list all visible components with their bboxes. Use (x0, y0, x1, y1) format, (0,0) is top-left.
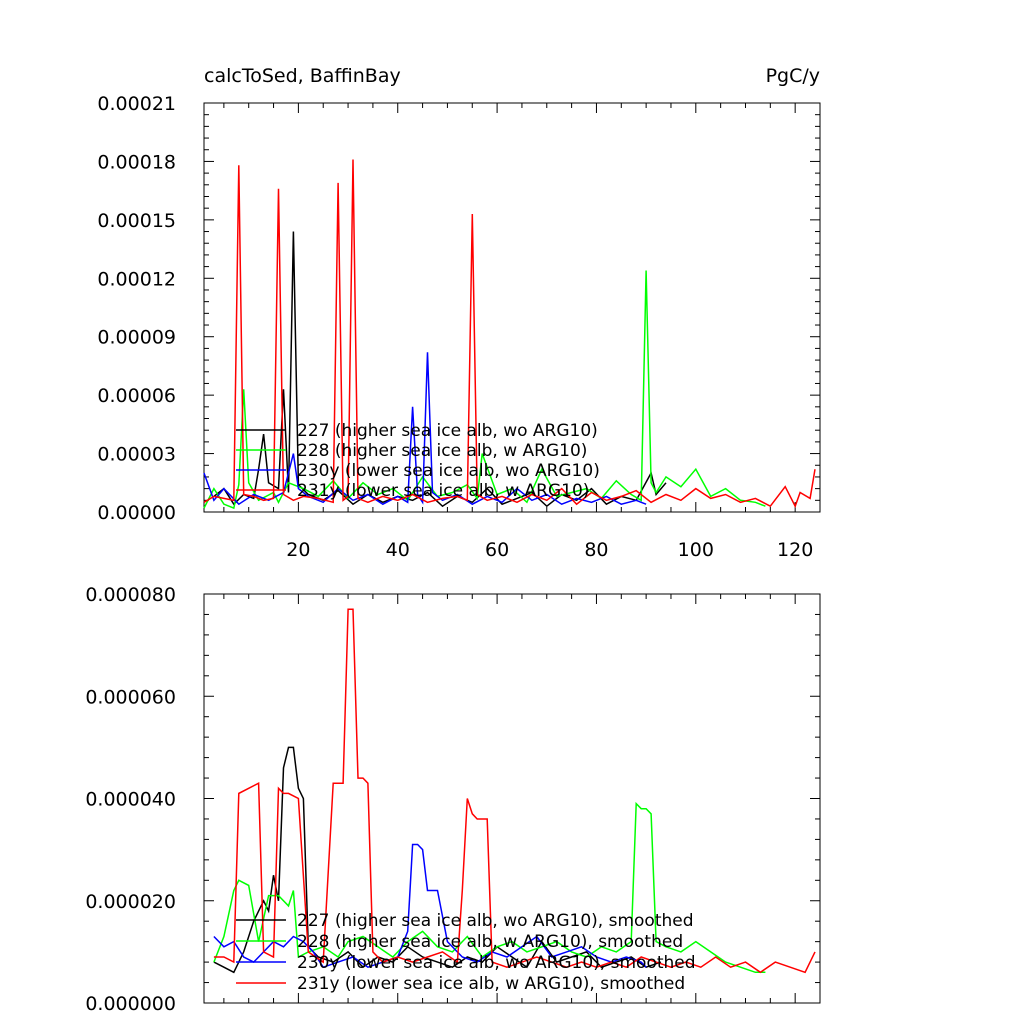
series-line-228 (213, 801, 766, 974)
x-tick-label: 60 (485, 539, 509, 561)
series-line-228 (203, 270, 766, 510)
legend-label: 228 (higher sea ice alb, w ARG10) (297, 441, 587, 461)
legend-label: 231y (lower sea ice alb, w ARG10) (297, 481, 589, 501)
units-label: PgC/y (766, 65, 820, 87)
y-tick-label: 0.000000 (85, 993, 176, 1015)
x-tick-label: 80 (584, 539, 608, 561)
bottom-chart-panel: 0.000000 0.000020 0.000040 0.000060 0.000080… (85, 584, 821, 1015)
y-tick-label: 0.000040 (85, 789, 176, 811)
x-tick-label: 100 (678, 539, 714, 561)
legend-label: 228 (higher sea ice alb, w ARG10), smoot… (297, 932, 683, 952)
x-tick-label: 40 (386, 539, 410, 561)
legend-label: 231y (lower sea ice alb, w ARG10), smoot… (297, 974, 685, 994)
y-tick-label: 0.00000 (97, 502, 176, 524)
y-tick-label: 0.00006 (97, 385, 176, 407)
y-tick-label: 0.00003 (97, 444, 176, 466)
legend-label: 227 (higher sea ice alb, wo ARG10) (297, 421, 598, 441)
y-tick-label: 0.00021 (97, 93, 176, 115)
legend-label: 230y (lower sea ice alb, wo ARG10), smoo… (297, 953, 696, 973)
series-line-231y (203, 159, 816, 509)
series-line-230y (213, 843, 647, 969)
y-tick-label: 0.00012 (97, 268, 176, 290)
y-tick-label: 0.00018 (97, 151, 176, 173)
legend-label: 230y (lower sea ice alb, wo ARG10) (297, 461, 600, 481)
y-tick-label: 0.000060 (85, 686, 176, 708)
x-tick-label: 20 (286, 539, 310, 561)
y-tick-label: 0.00009 (97, 327, 176, 349)
series-line-231y (213, 608, 816, 974)
plot-frame (203, 102, 821, 513)
chart-title: calcToSed, BaffinBay (204, 65, 401, 87)
y-tick-label: 0.000080 (85, 584, 176, 606)
y-tick-label: 0.00015 (97, 210, 176, 232)
top-chart-panel: 0.00000 0.00003 0.00006 0.00009 0.00012 0.000… (97, 93, 821, 561)
y-tick-label: 0.000020 (85, 891, 176, 913)
legend-label: 227 (higher sea ice alb, wo ARG10), smoo… (297, 911, 694, 931)
x-tick-label: 120 (777, 539, 813, 561)
